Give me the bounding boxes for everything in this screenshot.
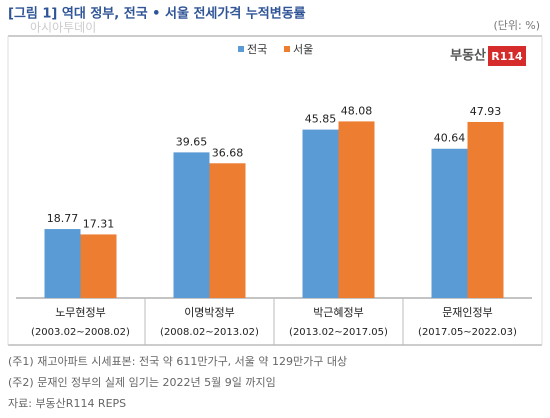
x-tick-sublabel: (2003.02~2008.02): [31, 327, 130, 338]
bar: [302, 129, 339, 298]
legend-label: 서울: [293, 43, 313, 56]
value-label: 40.64: [434, 132, 466, 145]
unit-label: (단위: %): [494, 19, 540, 32]
legend-swatch: [238, 46, 244, 52]
x-tick-sublabel: (2013.02~2017.05): [289, 327, 388, 338]
bar: [338, 121, 375, 298]
x-tick-sublabel: (2008.02~2013.02): [160, 327, 259, 338]
bar: [209, 163, 246, 298]
note: 자료: 부동산R114 REPS: [8, 397, 126, 410]
logo-text: 부동산: [450, 48, 486, 64]
value-label: 18.77: [47, 212, 79, 225]
watermark: 아시아투데이: [30, 21, 96, 35]
legend-swatch: [284, 46, 290, 52]
x-tick-label: 박근혜정부: [313, 306, 364, 319]
note: (주1) 재고아파트 시세표본: 전국 약 611만가구, 서울 약 129만가…: [8, 354, 347, 368]
x-tick-label: 이명박정부: [184, 306, 235, 319]
logo-badge: R114: [491, 50, 523, 63]
bar: [173, 152, 210, 298]
chart-title: [그림 1] 역대 정부, 전국 • 서울 전세가격 누적변동률: [8, 6, 306, 22]
bar: [431, 148, 468, 298]
bar: [44, 229, 81, 298]
value-label: 48.08: [341, 104, 373, 117]
x-tick-sublabel: (2017.05~2022.03): [418, 327, 517, 338]
value-label: 17.31: [83, 217, 115, 230]
value-label: 45.85: [305, 113, 337, 126]
note: (주2) 문재인 정부의 실제 임기는 2022년 5월 9일 까지임: [8, 375, 276, 389]
x-tick-label: 노무현정부: [55, 306, 106, 319]
bar: [80, 234, 117, 298]
value-label: 39.65: [176, 135, 208, 148]
x-tick-label: 문재인정부: [442, 306, 493, 319]
value-label: 47.93: [470, 105, 502, 118]
bar: [467, 121, 504, 298]
logo-badge-box: [488, 46, 526, 66]
value-label: 36.68: [212, 146, 244, 159]
legend-label: 전국: [247, 43, 267, 56]
